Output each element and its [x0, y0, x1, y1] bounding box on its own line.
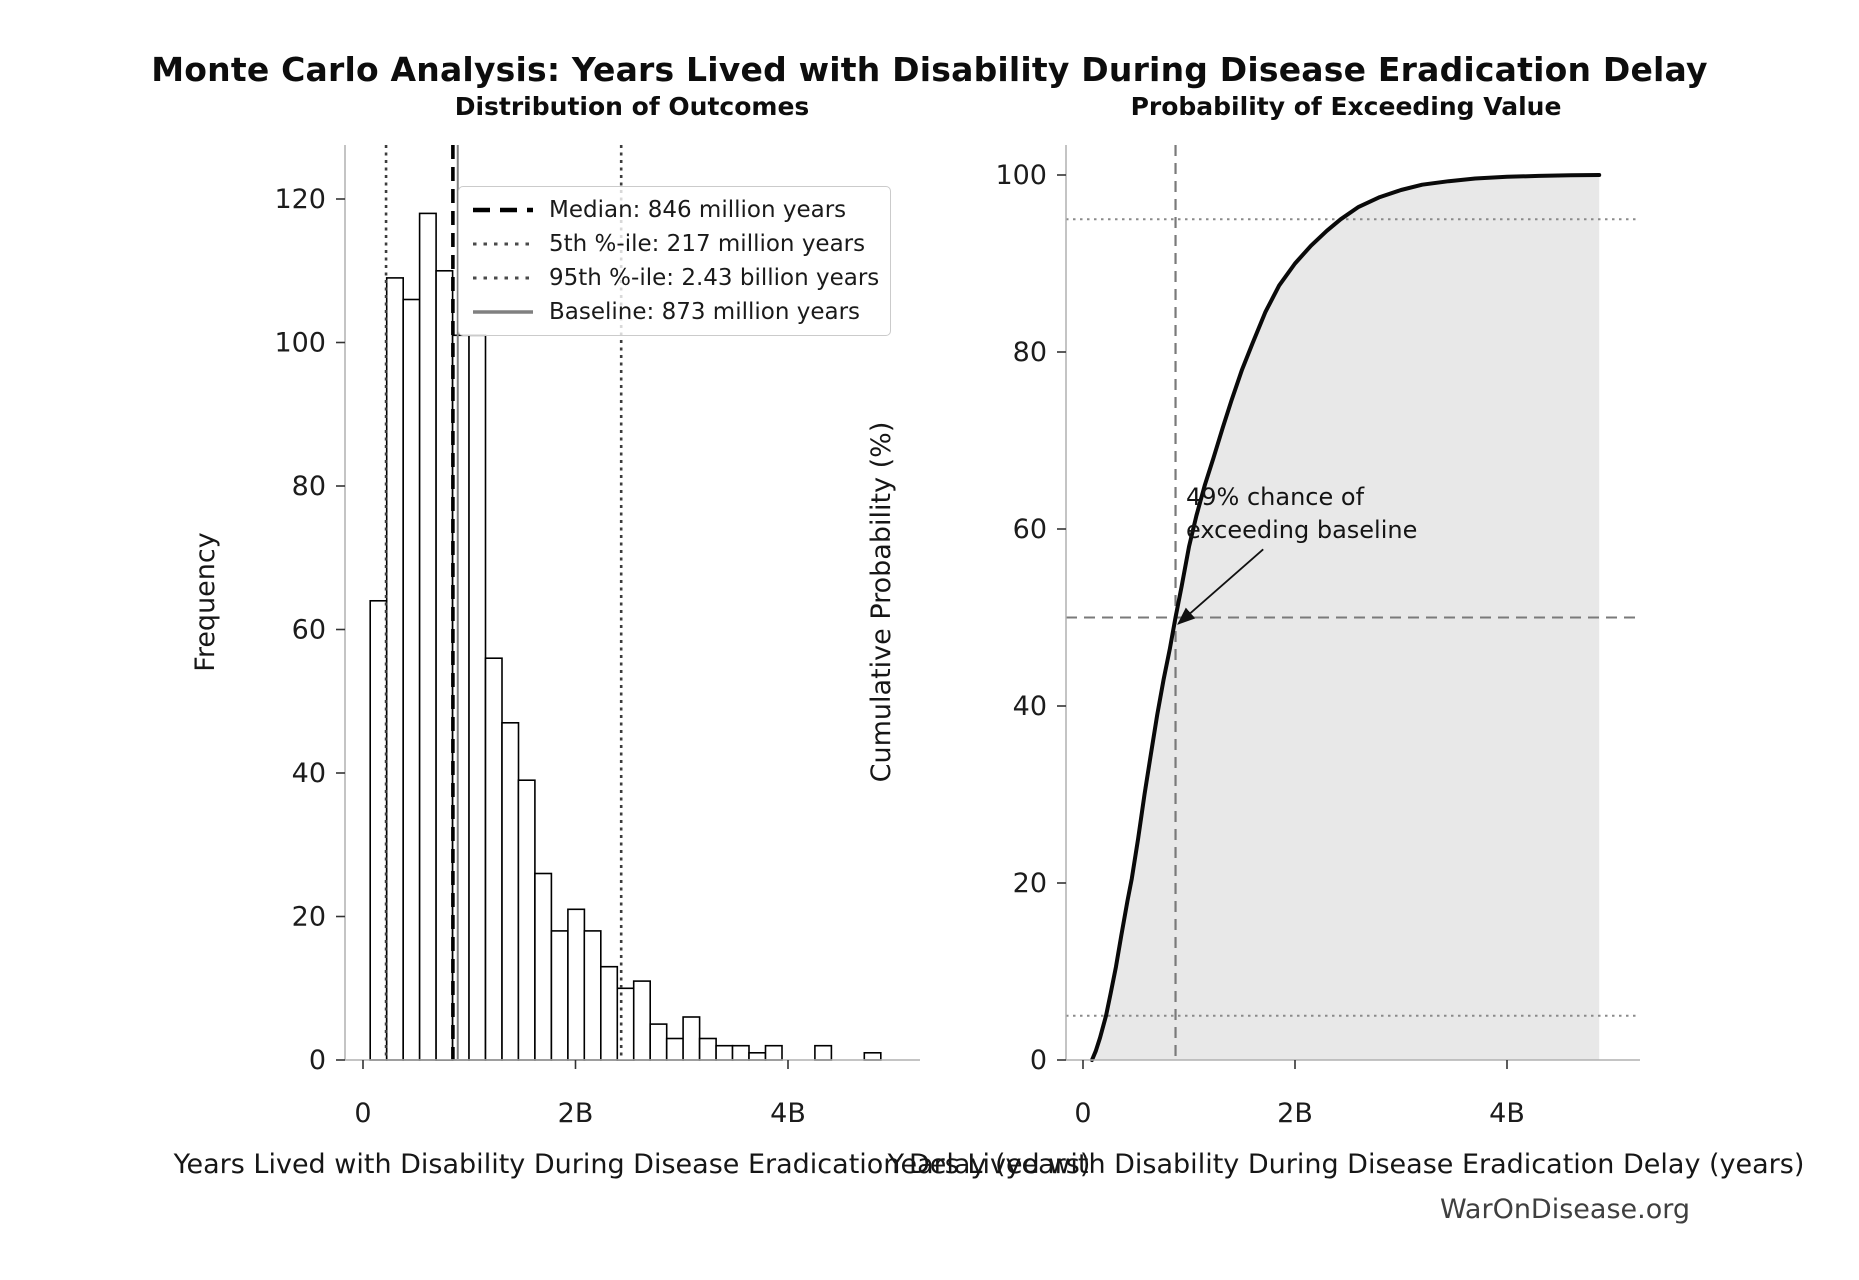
y-tick-label: 40 [292, 758, 326, 789]
x-tick-label: 4B [770, 1098, 806, 1129]
y-tick-label: 60 [292, 615, 326, 646]
histogram-bar [369, 599, 388, 1061]
cdf-curve [1090, 173, 1602, 1062]
x-tick-label: 2B [1277, 1098, 1313, 1129]
y-tick-label: 80 [1013, 337, 1047, 368]
histogram-bar [665, 1037, 685, 1061]
y-tick-label: 100 [995, 160, 1047, 191]
histogram-bar [682, 1016, 701, 1061]
x-tick-label: 0 [1074, 1098, 1091, 1129]
annotation-arrow [1177, 548, 1264, 625]
histogram-bar [863, 1052, 882, 1061]
x-tick-label: 4B [1489, 1098, 1525, 1129]
cdf-plot: 0 2B 4B 0 20 40 60 80 100 [995, 145, 1640, 1129]
legend-label-95th-percentile: 95th %-ile: 2.43 billion years [549, 265, 880, 291]
left-plot-title: Distribution of Outcomes [454, 92, 810, 121]
histogram-bar [451, 334, 470, 1061]
right-y-axis-label: Cumulative Probability (%) [866, 421, 897, 783]
histogram-plot: 0 2B 4B 0 20 40 60 80 100 120 [274, 145, 920, 1129]
y-tick-label: 0 [309, 1045, 326, 1076]
legend-item-baseline: Baseline: 873 million years [471, 295, 880, 329]
y-tick-label: 100 [274, 328, 326, 359]
legend: Median: 846 million years 5th %-ile: 217… [458, 186, 891, 336]
legend-item-5th-percentile: 5th %-ile: 217 million years [471, 227, 880, 261]
cdf-annotation: 49% chance of exceeding baseline [1186, 481, 1417, 547]
watermark: WarOnDisease.org [1439, 1194, 1690, 1225]
histogram-bar [616, 987, 635, 1061]
left-x-axis-label: Years Lived with Disability During Disea… [173, 1149, 1091, 1180]
histogram-bar [731, 1044, 750, 1061]
legend-label-median: Median: 846 million years [549, 197, 847, 223]
y-tick-label: 0 [1030, 1045, 1047, 1076]
histogram-bar [468, 334, 487, 1061]
histogram-bar [501, 721, 520, 1061]
histogram-bar [385, 277, 405, 1061]
histogram-bar [599, 965, 619, 1061]
histogram-bar [814, 1044, 833, 1061]
legend-item-95th-percentile: 95th %-ile: 2.43 billion years [471, 261, 880, 295]
histogram-bar [748, 1052, 767, 1061]
x-tick-label: 2B [558, 1098, 594, 1129]
x-tick-label: 0 [354, 1098, 371, 1129]
histogram-bar [435, 269, 454, 1061]
histogram-bar [484, 657, 503, 1061]
cdf-annotation-line2: exceeding baseline [1186, 516, 1418, 544]
histogram-bar [715, 1044, 734, 1061]
histogram-bar [632, 980, 652, 1061]
gray-solid-line-icon [473, 310, 533, 314]
histogram-bar [418, 212, 437, 1061]
dotted-line-icon [473, 242, 533, 246]
histogram-bar [550, 930, 569, 1061]
y-tick-label: 60 [1013, 514, 1047, 545]
histogram-bar [567, 908, 586, 1061]
main-title: Monte Carlo Analysis: Years Lived with D… [151, 50, 1708, 89]
histogram-bar [402, 298, 421, 1061]
legend-label-baseline: Baseline: 873 million years [549, 299, 861, 325]
y-tick-label: 20 [292, 902, 326, 933]
legend-label-5th-percentile: 5th %-ile: 217 million years [549, 231, 866, 257]
right-plot-title: Probability of Exceeding Value [1130, 92, 1562, 121]
histogram-bar [534, 872, 553, 1061]
right-x-axis-label: Years Lived with Disability During Disea… [887, 1149, 1805, 1180]
legend-item-median: Median: 846 million years [471, 193, 880, 227]
left-y-axis-label: Frequency [190, 532, 221, 672]
histogram-bar [764, 1044, 783, 1061]
histogram-bar [649, 1023, 668, 1061]
median-dashed-line-icon [473, 207, 533, 213]
y-tick-label: 120 [274, 184, 326, 215]
histogram-bar [583, 930, 602, 1061]
histogram-bar [517, 779, 536, 1061]
y-tick-label: 20 [1013, 868, 1047, 899]
cdf-annotation-line1: 49% chance of [1186, 483, 1365, 511]
histogram-bar [698, 1037, 717, 1061]
y-tick-label: 80 [292, 471, 326, 502]
dotted-line-icon [473, 276, 533, 280]
y-tick-label: 40 [1013, 691, 1047, 722]
